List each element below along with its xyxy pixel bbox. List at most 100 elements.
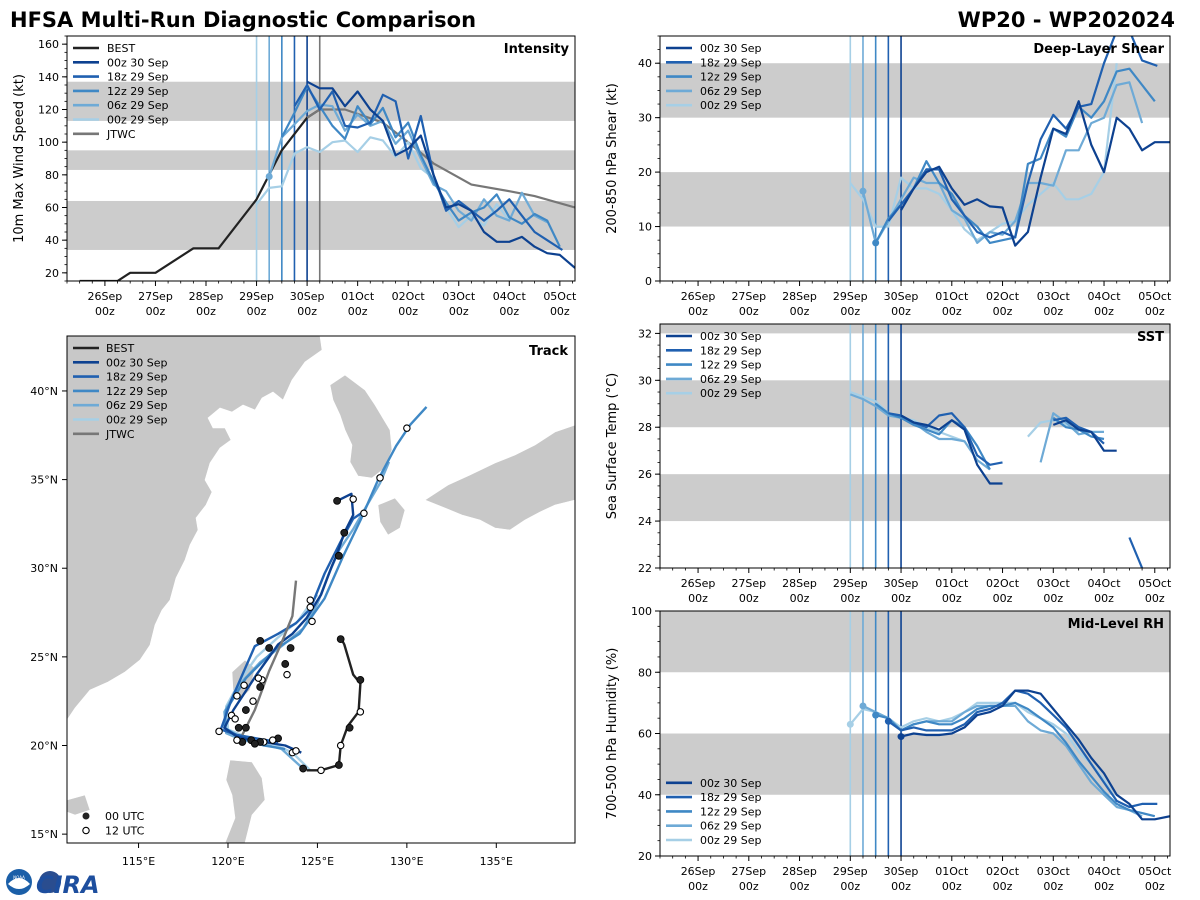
rh-xtick-label-hour: 00z: [1043, 880, 1063, 893]
track-point-00utc: [334, 761, 343, 769]
intensity-xtick-label-date: 27Sep: [138, 290, 173, 303]
intensity-series-best: [79, 108, 321, 281]
track-point-12utc: [306, 603, 315, 611]
intensity-legend-label-06z-29-sep: 06z 29 Sep: [107, 99, 169, 112]
sst-xtick-label-date: 03Oct: [1037, 577, 1071, 590]
intensity-ytick-label: 160: [38, 38, 59, 51]
shear-xtick-label-date: 04Oct: [1088, 290, 1122, 303]
intensity-legend-label-jtwc: JTWC: [106, 128, 136, 141]
rh-xtick-label-hour: 00z: [1145, 880, 1165, 893]
track-xtick-label: 130°E: [390, 855, 423, 868]
land-mainland-asia: [67, 336, 323, 721]
rh-xtick-label-date: 03Oct: [1037, 865, 1071, 878]
track-legend-label-06z-29-sep: 06z 29 Sep: [106, 399, 168, 412]
rh-legend-label-12z-29-sep: 12z 29 Sep: [700, 805, 762, 818]
land-korea: [329, 374, 393, 479]
intensity-ytick-label: 80: [45, 169, 59, 182]
rh-panel: 20 40 60 80 100 26Sep 00z 27Sep 00z 28Sep 00z 29Sep…: [605, 605, 1172, 893]
track-point-00utc: [256, 637, 265, 645]
track-point-00utc: [299, 764, 308, 773]
track-series-jtwc: [241, 580, 298, 736]
sst-xtick-label-date: 29Sep: [833, 577, 868, 590]
track-ytick-label: 40°N: [30, 385, 58, 398]
track-point-00utc: [345, 723, 354, 732]
rh-xtick-label-hour: 00z: [739, 880, 759, 893]
shear-plot-area: [660, 36, 1170, 281]
track-point-12utc: [292, 747, 300, 755]
track-point-12utc: [215, 727, 223, 736]
rh-xtick-label-hour: 00z: [790, 880, 810, 893]
intensity-title: Intensity: [504, 42, 570, 57]
rh-band-1: [660, 611, 1170, 673]
sst-xtick-label-hour: 00z: [790, 592, 810, 605]
track-legend-label-18z-29-sep: 18z 29 Sep: [106, 371, 168, 384]
sst-legend-label-18z-29-sep: 18z 29 Sep: [700, 344, 762, 357]
track-point-12utc: [306, 596, 315, 604]
land-hainan: [67, 794, 91, 816]
sst-series-00z-30-sep-seg-0: [900, 414, 1003, 485]
track-ytick-label: 15°N: [30, 828, 58, 841]
track-xtick-label: 115°E: [122, 855, 155, 868]
shear-xtick-label-date: 05Oct: [1138, 290, 1172, 303]
sst-xtick-label-hour: 00z: [739, 592, 759, 605]
sst-xtick-label-date: 04Oct: [1088, 577, 1122, 590]
shear-xtick-label-hour: 00z: [688, 305, 708, 318]
shear-xtick-label-hour: 00z: [1094, 305, 1114, 318]
rh-xtick-label-date: 01Oct: [935, 865, 969, 878]
sst-plot-area: [660, 324, 1170, 568]
track-point-00utc: [256, 683, 265, 691]
sst-xtick-label-date: 05Oct: [1138, 577, 1172, 590]
rh-title: Mid-Level RH: [1068, 617, 1164, 632]
land-luzon: [224, 759, 266, 843]
shear-xtick-label-date: 02Oct: [986, 290, 1020, 303]
shear-ytick-label: 40: [638, 57, 652, 70]
track-legend-label-best: BEST: [106, 342, 134, 355]
intensity-xtick-label-date: 02Oct: [392, 290, 426, 303]
rh-ylabel: 700-500 hPa Humidity (%): [605, 648, 620, 820]
shear-ytick-label: 10: [638, 221, 652, 234]
rh-ytick-label: 40: [638, 789, 652, 802]
shear-legend-label-00z-30-sep: 00z 30 Sep: [700, 42, 762, 55]
shear-init-point-12z-29-sep: [872, 239, 880, 247]
intensity-xtick-label-hour: 00z: [499, 305, 519, 318]
rh-xtick-label-hour: 00z: [688, 880, 708, 893]
shear-xtick-label-date: 30Sep: [884, 290, 919, 303]
land-japan: [424, 424, 575, 531]
track-legend-label-jtwc: JTWC: [105, 428, 135, 441]
track-ytick-label: 25°N: [30, 651, 58, 664]
shear-ytick-label: 30: [638, 112, 652, 125]
track-point-00utc: [241, 706, 250, 714]
rh-series-12z-29-sep: [875, 701, 1156, 818]
track-point-12utc: [268, 736, 277, 744]
intensity-xtick-label-date: 28Sep: [189, 290, 224, 303]
sst-title: SST: [1137, 330, 1164, 345]
rh-init-point-12z-29-sep: [872, 711, 880, 719]
intensity-ytick-label: 20: [45, 267, 59, 280]
track-map-land: [67, 336, 575, 843]
track-point-00utc: [265, 644, 274, 652]
sst-xtick-label-hour: 00z: [1094, 592, 1114, 605]
track-point-12utc: [336, 741, 345, 750]
sst-xtick-label-date: 30Sep: [884, 577, 919, 590]
sst-series-18z-29-sep-seg-1: [1053, 416, 1105, 445]
shear-xtick-label-hour: 00z: [891, 305, 911, 318]
track-point-12utc: [308, 617, 316, 626]
track-series-group: [215, 406, 428, 775]
track-point-12utc: [254, 674, 263, 682]
intensity-init-point-06z-29-sep: [265, 172, 273, 180]
shear-band-0: [660, 172, 1170, 227]
rh-xtick-label-date: 30Sep: [884, 865, 919, 878]
intensity-legend-label-12z-29-sep: 12z 29 Sep: [107, 85, 169, 98]
sst-xtick-label-hour: 00z: [840, 592, 860, 605]
track-point-12utc: [403, 424, 411, 432]
shear-ytick-label: 20: [638, 166, 652, 179]
rh-xtick-label-date: 27Sep: [731, 865, 766, 878]
intensity-ylabel: 10m Max Wind Speed (kt): [12, 74, 27, 243]
rh-legend-label-06z-29-sep: 06z 29 Sep: [700, 820, 762, 833]
track-legend-marker-label: 12 UTC: [105, 825, 145, 838]
rh-xtick-label-hour: 00z: [840, 880, 860, 893]
intensity-xtick-label-date: 01Oct: [341, 290, 375, 303]
intensity-xtick-label-date: 29Sep: [239, 290, 274, 303]
